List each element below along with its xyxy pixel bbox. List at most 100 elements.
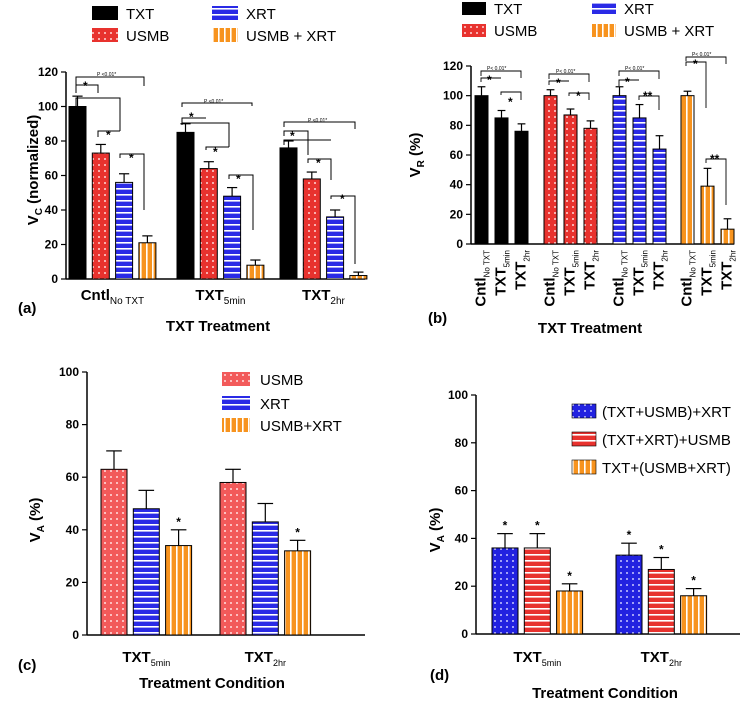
legend-a: TXT USMB XRT USMB + XRT <box>92 6 336 45</box>
y-tick-label-b-6: 120 <box>443 59 463 73</box>
bar-d-0-1 <box>523 547 551 635</box>
p-label-a1: P <0.01* <box>97 72 116 78</box>
legend-swatch-txt <box>92 6 118 20</box>
ylabel-c-main: V <box>27 532 44 542</box>
bar-c-0-0 <box>100 468 128 636</box>
legend-label-xrt: XRT <box>246 6 276 23</box>
sig-labels-a: P <0.01* * * * P <0.01* * * * P <0.01* *… <box>83 72 345 206</box>
ylabel-b-rest: (%) <box>407 133 424 161</box>
panel-label-c: (c) <box>18 657 36 674</box>
legend-label-xrt-c: XRT <box>260 396 290 413</box>
y-tick-label-b-4: 80 <box>450 118 464 132</box>
star-d-1-2: * <box>691 574 696 588</box>
svg-text:VA (%): VA (%) <box>27 498 47 543</box>
y-tick-label-d-0: 0 <box>461 627 468 641</box>
bar-a-2-0 <box>279 147 298 280</box>
bar-b-2-0 <box>612 95 627 245</box>
y-tick-label-b-2: 40 <box>450 178 464 192</box>
star-b3: * <box>556 76 561 90</box>
x-tick-label-b-0-0: CntlNo TXT <box>473 250 492 307</box>
x-tick-label-c-0: TXT5min <box>122 649 170 668</box>
bar-a-0-2 <box>115 181 134 280</box>
x-tick-label-b-1-0: CntlNo TXT <box>542 250 561 307</box>
ylabel-b-main: V <box>407 167 424 177</box>
y-tick-label-c-0: 0 <box>72 628 79 642</box>
legend-swatch-usmb <box>92 28 118 42</box>
legend-swatch-txt-b <box>462 2 486 15</box>
star-a6: * <box>236 172 241 186</box>
star-a3: * <box>129 151 134 165</box>
star-d-1-1: * <box>659 543 664 557</box>
ylabel-b: VR (%) <box>407 133 427 178</box>
legend-label-usmb-b: USMB <box>494 23 537 40</box>
bar-a-0-0 <box>68 106 87 280</box>
x-tick-label-b-3-2: TXT2hr <box>719 250 738 290</box>
bar-a-1-3 <box>246 264 265 280</box>
y-tick-label-c-4: 80 <box>66 418 80 432</box>
panel-a: TXT USMB XRT USMB + XRT 020406080100120 … <box>18 6 368 335</box>
bar-b-0-2 <box>514 130 529 245</box>
svg-text:VA (%): VA (%) <box>427 508 447 553</box>
legend-swatch-usmb-b <box>462 24 486 37</box>
bar-c-0-1 <box>132 508 160 636</box>
legend-swatch-d2 <box>571 431 597 447</box>
ylabel-a-sub: C <box>34 208 45 215</box>
star-a4: * <box>189 110 194 124</box>
x-tick-label-b-0-2: TXT2hr <box>513 250 532 290</box>
bar-b-0-1 <box>494 117 509 245</box>
legend-label-d3: TXT+(USMB+XRT) <box>602 460 731 477</box>
x-tick-label-b-1-1: TXT5min <box>562 250 581 296</box>
star-b8: ** <box>710 152 720 166</box>
bars-c: * TXT5min * TXT2hr <box>100 450 312 668</box>
bars-a: CntlNo TXT TXT5min TXT2hr <box>68 95 368 307</box>
y-tick-label-c-1: 20 <box>66 575 80 589</box>
legend-label-usmb-c: USMB <box>260 372 303 389</box>
ylabel-d-main: V <box>427 542 444 552</box>
star-a7: * <box>290 129 295 143</box>
sig-brackets-b <box>480 56 727 205</box>
xlabel-c: Treatment Condition <box>139 675 285 692</box>
legend-d: (TXT+USMB)+XRT (TXT+XRT)+USMB TXT+(USMB+… <box>571 403 731 477</box>
y-tick-label-a-0: 0 <box>51 272 58 286</box>
bar-b-1-2 <box>583 127 598 245</box>
y-tick-label-a-4: 80 <box>45 134 59 148</box>
y-tick-label-a-6: 120 <box>38 65 58 79</box>
legend-swatch-xrt <box>212 6 238 20</box>
ylabel-c-rest: (%) <box>27 498 44 526</box>
xlabel-d: Treatment Condition <box>532 685 678 702</box>
p-label-a3: P <0.01* <box>308 118 327 124</box>
bar-a-2-1 <box>302 178 321 280</box>
p-label-b4: P< 0.01* <box>692 52 711 58</box>
xlabel-b: TXT Treatment <box>538 320 642 337</box>
x-tick-label-b-3-0: CntlNo TXT <box>679 250 698 307</box>
bar-a-1-2 <box>223 195 242 280</box>
panel-label-d: (d) <box>430 667 449 684</box>
bar-a-0-1 <box>91 152 110 280</box>
star-a5: * <box>213 145 218 159</box>
panel-label-a: (a) <box>18 300 36 317</box>
p-label-a2: P <0.01* <box>204 99 223 105</box>
star-d-0-0: * <box>503 519 508 533</box>
svg-text:VR (%): VR (%) <box>407 133 427 178</box>
y-tick-label-c-2: 40 <box>66 523 80 537</box>
x-tick-label-a-1: TXT5min <box>195 287 245 307</box>
x-tick-label-b-1-2: TXT2hr <box>582 250 601 290</box>
star-c-0-2: * <box>176 515 181 529</box>
star-a8: * <box>316 156 321 170</box>
legend-swatch-d3 <box>571 459 597 475</box>
bar-c-1-0 <box>219 481 247 636</box>
star-c-1-2: * <box>295 525 300 539</box>
y-tick-label-c-5: 100 <box>59 365 79 379</box>
bar-b-2-1 <box>632 117 647 245</box>
legend-b: TXT USMB XRT USMB + XRT <box>462 1 714 40</box>
legend-label-d1: (TXT+USMB)+XRT <box>602 404 731 421</box>
p-label-b1: P< 0.01* <box>487 66 506 72</box>
star-a9: * <box>340 192 345 206</box>
bar-d-0-0 <box>491 547 519 635</box>
x-tick-label-b-2-1: TXT5min <box>631 250 650 296</box>
panel-d: (TXT+USMB)+XRT (TXT+XRT)+USMB TXT+(USMB+… <box>427 388 740 702</box>
legend-swatch-usmb-c <box>222 372 250 386</box>
bar-a-1-1 <box>199 168 218 280</box>
